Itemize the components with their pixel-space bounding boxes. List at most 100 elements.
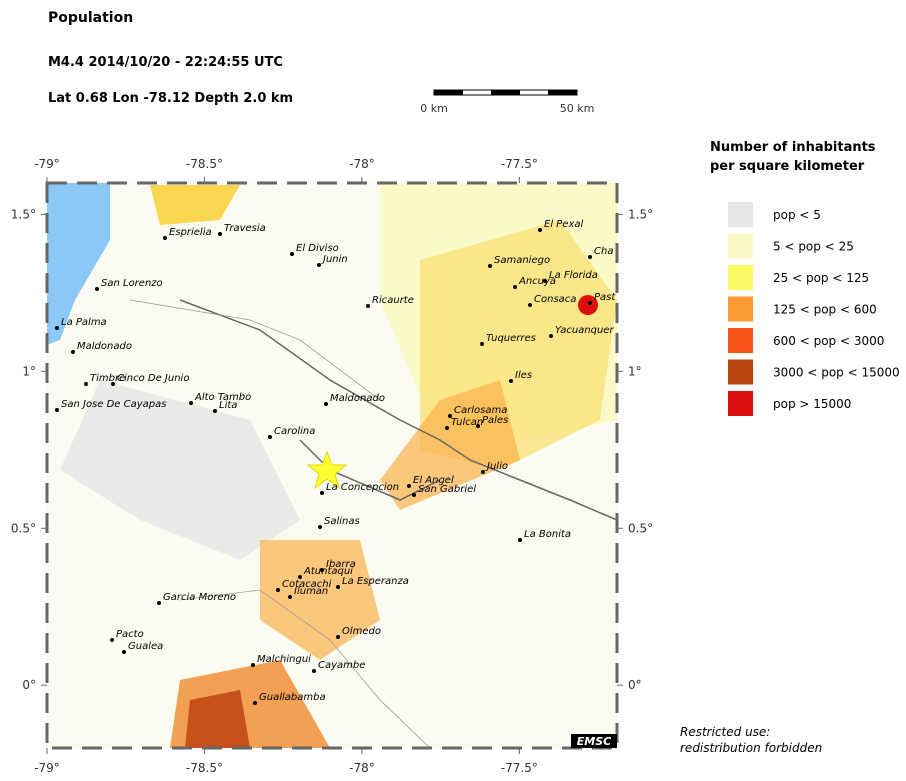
place-dot [412, 493, 416, 497]
place-label: Consaca [534, 294, 576, 305]
place-dot [366, 304, 370, 308]
place-label: Atuntaqui [303, 566, 353, 577]
place-dot [481, 470, 485, 474]
legend-label: 3000 < pop < 15000 [773, 366, 900, 380]
place-dot [320, 491, 324, 495]
x-tick-label: -77.5° [501, 761, 538, 775]
place-dot [298, 575, 302, 579]
place-dot [538, 228, 542, 232]
legend-swatch [728, 202, 753, 227]
place-label: San Jose De Cayapas [61, 399, 166, 410]
x-tick-label: -78° [349, 157, 375, 171]
legend-swatch [728, 359, 753, 385]
place-dot [163, 236, 167, 240]
place-label: Cotacachi [282, 579, 332, 590]
place-dot [213, 409, 217, 413]
scale-start: 0 km [420, 102, 448, 115]
place-dot [407, 484, 411, 488]
place-dot [189, 401, 193, 405]
place-dot [476, 424, 480, 428]
place-label: El Pexal [544, 219, 584, 230]
place-dot [543, 279, 547, 283]
place-dot [588, 301, 592, 305]
place-label: Cha [594, 246, 613, 257]
location: Lat 0.68 Lon -78.12 Depth 2.0 km [48, 91, 293, 106]
x-tick-label: -78.5° [186, 761, 223, 775]
place-dot [448, 414, 452, 418]
y-tick-label: 1.5° [628, 207, 653, 221]
place-dot [336, 585, 340, 589]
y-tick-label: 1° [628, 364, 642, 378]
place-label: Cinco De Junio [117, 373, 189, 384]
x-tick-label: -78° [349, 761, 375, 775]
place-label: Salinas [324, 516, 360, 527]
title: Population [48, 10, 133, 26]
y-tick-label: 0.5° [11, 521, 36, 535]
scale-end: 50 km [560, 102, 595, 115]
place-dot [488, 264, 492, 268]
place-label: Guallabamba [259, 692, 326, 703]
y-tick-label: 0° [628, 678, 642, 692]
place-label: San Gabriel [418, 484, 476, 495]
place-label: Pales [482, 415, 508, 426]
notice: redistribution forbidden [680, 741, 822, 755]
place-dot [71, 350, 75, 354]
place-label: Lita [219, 400, 237, 411]
x-tick-label: -79° [34, 157, 60, 171]
place-dot [55, 408, 59, 412]
place-label: Timbre [90, 373, 125, 384]
place-dot [110, 638, 114, 642]
legend-label: 25 < pop < 125 [773, 271, 869, 285]
event: M4.4 2014/10/20 - 22:24:55 UTC [48, 55, 283, 70]
y-tick-label: 1.5° [11, 207, 36, 221]
place-dot [157, 601, 161, 605]
legend-label: 600 < pop < 3000 [773, 334, 884, 348]
place-dot [288, 595, 292, 599]
place-dot [480, 342, 484, 346]
legend-label: pop < 5 [773, 208, 821, 222]
place-label: Gualea [128, 641, 163, 652]
place-dot [218, 232, 222, 236]
legend-title: per square kilometer [710, 159, 865, 174]
epicenter [306, 450, 348, 490]
legend-swatch [728, 265, 753, 290]
legend-swatch [728, 328, 753, 353]
place-label: Garcia Moreno [163, 592, 236, 603]
place-label: Junin [321, 254, 348, 265]
place-label: Iluman [294, 586, 328, 597]
place-dot [336, 635, 340, 639]
place-label: La Concepcion [326, 482, 399, 493]
place-dot [290, 252, 294, 256]
place-label: El Diviso [296, 243, 339, 254]
legend-label: pop > 15000 [773, 397, 851, 411]
x-tick-label: -79° [34, 761, 60, 775]
notice: Restricted use: [680, 725, 770, 739]
place-dot [549, 334, 553, 338]
place-label: Travesia [224, 223, 266, 234]
place-label: La Florida [549, 270, 598, 281]
place-label: Iles [515, 370, 532, 381]
place-dot [317, 263, 321, 267]
place-dot [253, 701, 257, 705]
place-dot [528, 303, 532, 307]
scale-bar [433, 89, 578, 96]
y-tick-label: 0.5° [628, 521, 653, 535]
legend: Number of inhabitants per square kilomete… [710, 140, 900, 416]
place-label: Past [594, 292, 616, 303]
place-label: Tulcan [451, 417, 483, 428]
y-tick-label: 0° [22, 678, 36, 692]
place-dot [445, 426, 449, 430]
place-dot [588, 255, 592, 259]
place-label: Ricaurte [372, 295, 414, 306]
legend-label: 5 < pop < 25 [773, 240, 854, 254]
legend-swatch [728, 233, 753, 259]
place-dot [518, 538, 522, 542]
place-dot [312, 669, 316, 673]
y-tick-label: 1° [22, 364, 36, 378]
place-label: Samaniego [494, 255, 550, 266]
place-dot [95, 287, 99, 291]
place-label: Ancuya [518, 276, 556, 287]
place-dot [320, 568, 324, 572]
